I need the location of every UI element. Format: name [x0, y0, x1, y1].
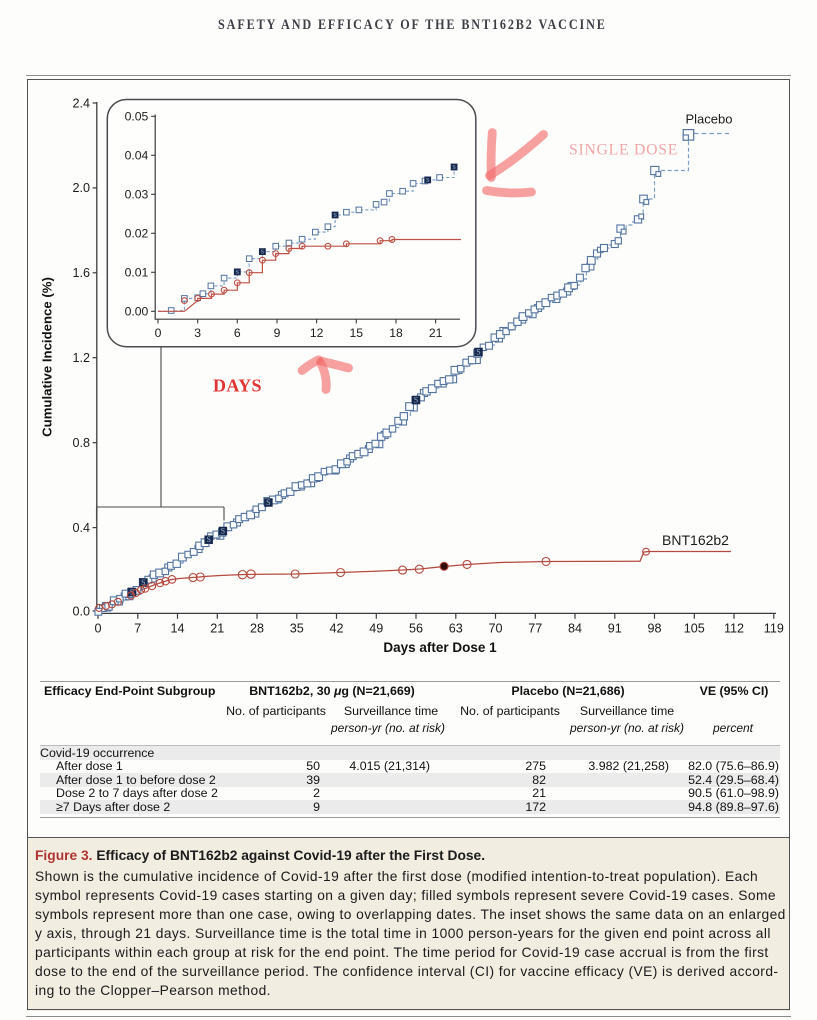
svg-text:DAYS: DAYS — [213, 376, 262, 396]
svg-text:S: S — [426, 177, 430, 184]
svg-text:28: 28 — [250, 622, 264, 636]
svg-text:9: 9 — [274, 326, 281, 340]
svg-text:Cumulative Incidence (%): Cumulative Incidence (%) — [40, 277, 55, 437]
svg-text:2.4: 2.4 — [72, 96, 90, 110]
svg-text:70: 70 — [488, 622, 502, 636]
svg-text:S: S — [206, 535, 210, 544]
svg-text:77: 77 — [528, 622, 542, 636]
svg-text:63: 63 — [449, 622, 463, 636]
svg-text:98: 98 — [647, 622, 661, 636]
svg-text:S: S — [414, 395, 418, 404]
svg-text:112: 112 — [724, 622, 744, 636]
svg-text:15: 15 — [350, 326, 364, 340]
svg-text:0.03: 0.03 — [125, 188, 149, 202]
svg-text:21: 21 — [429, 326, 443, 340]
svg-text:0.04: 0.04 — [125, 149, 149, 163]
svg-text:21: 21 — [210, 622, 224, 636]
svg-text:0.02: 0.02 — [125, 227, 149, 241]
svg-text:S: S — [476, 347, 480, 356]
svg-text:1.2: 1.2 — [72, 351, 90, 365]
svg-text:42: 42 — [329, 622, 343, 636]
svg-text:Days after Dose 1: Days after Dose 1 — [383, 640, 497, 655]
svg-text:7: 7 — [134, 622, 141, 636]
svg-text:0.0: 0.0 — [72, 604, 90, 618]
svg-text:0.05: 0.05 — [125, 110, 149, 124]
svg-text:91: 91 — [608, 622, 622, 636]
svg-text:105: 105 — [684, 622, 705, 636]
svg-text:0: 0 — [94, 622, 101, 636]
svg-text:SINGLE DOSE: SINGLE DOSE — [569, 142, 678, 159]
svg-text:S: S — [333, 212, 337, 219]
svg-text:S: S — [266, 498, 270, 507]
svg-text:0.01: 0.01 — [125, 266, 149, 280]
svg-text:119: 119 — [764, 622, 784, 636]
svg-text:12: 12 — [310, 326, 324, 340]
svg-text:0.8: 0.8 — [72, 436, 90, 450]
svg-text:Placebo: Placebo — [686, 112, 733, 127]
svg-text:S: S — [261, 249, 265, 256]
svg-text:S: S — [141, 578, 145, 587]
svg-text:35: 35 — [290, 622, 304, 636]
svg-text:0.00: 0.00 — [125, 305, 149, 319]
svg-text:S: S — [221, 526, 225, 535]
svg-text:49: 49 — [369, 622, 383, 636]
svg-text:S: S — [236, 269, 240, 276]
svg-text:6: 6 — [234, 326, 241, 340]
svg-text:1.6: 1.6 — [72, 266, 90, 280]
svg-text:18: 18 — [389, 326, 403, 340]
svg-text:84: 84 — [568, 622, 582, 636]
svg-text:56: 56 — [409, 622, 423, 636]
svg-text:2.0: 2.0 — [72, 181, 90, 195]
svg-text:0: 0 — [155, 326, 162, 340]
svg-text:0.4: 0.4 — [72, 521, 90, 535]
svg-text:3: 3 — [194, 326, 201, 340]
svg-text:S: S — [452, 164, 456, 171]
svg-text:14: 14 — [170, 622, 184, 636]
svg-text:BNT162b2: BNT162b2 — [662, 532, 729, 548]
